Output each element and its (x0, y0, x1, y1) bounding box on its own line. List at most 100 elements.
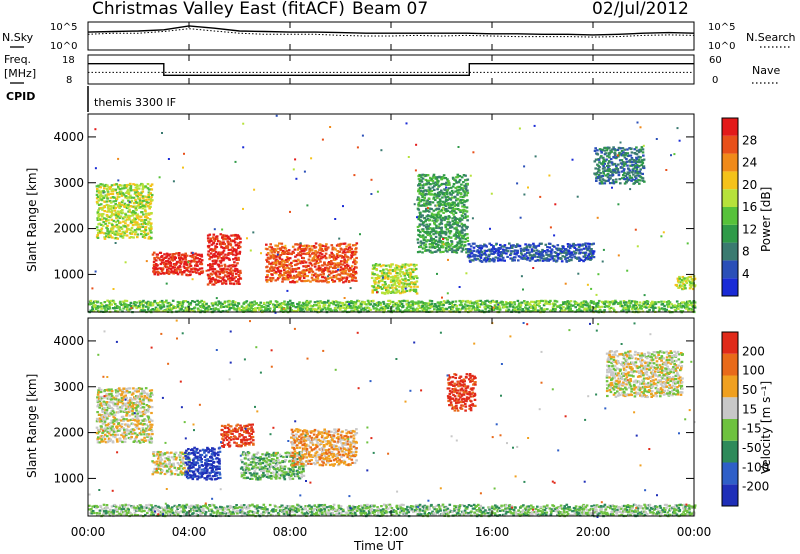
scatter-cell (432, 175, 435, 178)
scatter-cell (483, 306, 486, 309)
scatter-cell (608, 307, 611, 310)
scatter-cell (433, 303, 437, 306)
scatter-cell (310, 307, 313, 310)
scatter-cell (111, 212, 114, 215)
scatter-cell (447, 187, 450, 190)
scatter-cell (228, 237, 231, 240)
scatter-cell (445, 231, 448, 234)
scatter-cell (219, 267, 222, 270)
scatter-cell (148, 310, 151, 313)
scatter-cell (296, 248, 300, 251)
scatter-cell (303, 170, 306, 173)
scatter-cell (416, 251, 420, 254)
scatter-cell (124, 219, 128, 222)
scatter-cell (416, 308, 419, 311)
scatter-cell (349, 266, 352, 270)
scatter-cell (391, 286, 394, 289)
scatter-cell (112, 301, 116, 304)
scatter-cell (488, 258, 492, 261)
scatter-cell (234, 264, 238, 267)
scatter-cell (430, 212, 434, 215)
scatter-cell (100, 223, 103, 226)
scatter-cell (603, 302, 606, 305)
scatter-cell (441, 232, 444, 235)
scatter-cell (119, 190, 123, 193)
scatter-cell (107, 221, 111, 225)
scatter-cell (604, 174, 607, 177)
scatter-cell (624, 152, 627, 155)
scatter-cell (446, 292, 449, 295)
scatter-cell (486, 257, 490, 261)
scatter-cell (210, 243, 214, 246)
scatter-cell (352, 270, 355, 274)
scatter-cell (598, 179, 602, 182)
scatter-cell (343, 242, 347, 245)
scatter-cell (443, 194, 446, 197)
scatter-cell (206, 237, 210, 240)
scatter-cell (398, 304, 402, 307)
scatter-cell (278, 255, 281, 258)
scatter-cell (547, 259, 550, 262)
scatter-cell (189, 273, 192, 276)
scatter-cell (444, 188, 447, 191)
scatter-cell (467, 248, 470, 251)
scatter-cell (211, 276, 215, 280)
scatter-cell (472, 249, 476, 252)
scatter-cell (233, 308, 237, 311)
scatter-cell (145, 301, 148, 304)
scatter-cell (424, 192, 427, 195)
scatter-cell (286, 301, 290, 304)
scatter-cell (437, 180, 440, 183)
scatter-cell (335, 274, 339, 277)
scatter-cell (114, 242, 117, 244)
scatter-cell (138, 300, 141, 303)
scatter-cell (197, 260, 201, 263)
scatter-cell (96, 236, 100, 239)
scatter-cell (628, 169, 632, 172)
scatter-cell (276, 252, 280, 255)
scatter-cell (94, 300, 97, 303)
scatter-cell (365, 303, 368, 306)
scatter-cell (200, 299, 203, 302)
scatter-cell (447, 243, 451, 246)
scatter-cell (176, 305, 180, 308)
scatter-cell (463, 213, 467, 216)
scatter-cell (608, 156, 611, 159)
scatter-cell (338, 274, 342, 277)
scatter-cell (286, 303, 289, 306)
scatter-cell (398, 285, 401, 288)
scatter-cell (455, 181, 459, 184)
scatter-cell (203, 306, 206, 309)
scatter-cell (234, 233, 237, 237)
scatter-cell (460, 209, 463, 212)
scatter-cell (97, 199, 101, 202)
scatter-cell (416, 241, 420, 244)
scatter-cell (403, 274, 407, 277)
scatter-cell (463, 303, 467, 306)
scatter-cell (518, 308, 522, 311)
scatter-cell (108, 199, 112, 203)
scatter-cell (519, 306, 522, 309)
scatter-cell (548, 242, 552, 245)
scatter-cell (673, 153, 676, 156)
scatter-cell (379, 279, 382, 282)
scatter-cell (299, 254, 303, 257)
scatter-cell (421, 234, 425, 237)
scatter-cell (411, 302, 415, 305)
scatter-cell (639, 126, 642, 129)
scatter-cell (354, 305, 357, 309)
scatter-cell (554, 303, 557, 306)
scatter-cell (523, 165, 526, 168)
scatter-cell (576, 302, 579, 305)
scatter-cell (493, 259, 496, 262)
scatter-cell (663, 304, 666, 307)
scatter-cell (138, 228, 141, 231)
scatter-cell (342, 268, 345, 271)
scatter-cell (146, 232, 150, 235)
scatter-cell (171, 259, 174, 262)
scatter-cell (175, 252, 178, 255)
scatter-cell (168, 260, 171, 263)
scatter-cell (445, 193, 449, 196)
scatter-cell (106, 184, 109, 187)
scatter-cell (678, 275, 681, 279)
